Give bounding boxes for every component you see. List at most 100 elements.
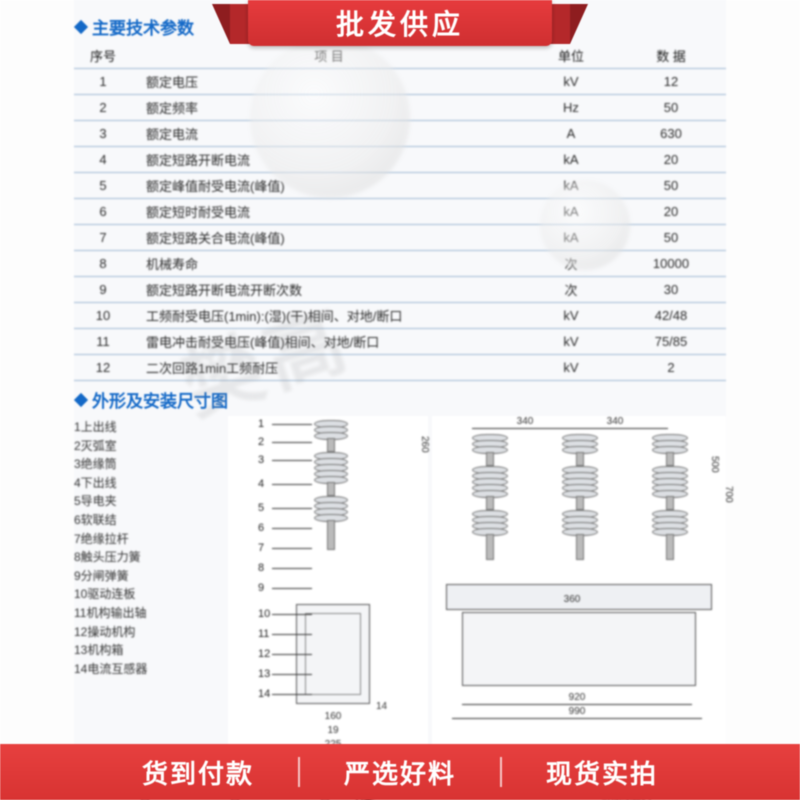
bottom-bar: 货到付款 严选好料 现货实拍: [0, 744, 800, 800]
spec-cell-idx: 7: [74, 225, 132, 251]
insulator-stack: [314, 420, 348, 550]
dim-label: 700: [723, 486, 734, 503]
bottom-text-right: 现货实拍: [546, 754, 658, 791]
leader-line: [272, 588, 312, 589]
section-title-diagram: 外形及安装尺寸图: [76, 387, 726, 412]
dim-line: [452, 718, 702, 719]
spec-cell-value: 10000: [616, 251, 726, 277]
table-row: 10工频耐受电压(1min):(湿)(干)相间、对地/断口kV42/48: [74, 303, 726, 329]
spec-cell-idx: 4: [74, 147, 132, 173]
spec-cell-idx: 9: [74, 277, 132, 303]
spec-cell-idx: 5: [74, 173, 132, 199]
spec-cell-value: 50: [616, 173, 726, 199]
spec-cell-unit: A: [526, 121, 616, 147]
spec-cell-idx: 6: [74, 199, 132, 225]
insulator-pole: [652, 434, 688, 560]
spec-cell-idx: 11: [74, 329, 132, 355]
callout-number: 11: [258, 628, 269, 640]
insulator-pole: [472, 434, 508, 560]
bullet-icon: [74, 392, 88, 406]
parts-list-item: 1上出线: [74, 418, 224, 437]
parts-list-item: 4下出线: [74, 474, 224, 493]
base-cabinet: [462, 612, 696, 686]
leader-line: [272, 508, 312, 509]
leader-line: [272, 634, 312, 635]
leader-line: [272, 674, 312, 675]
dim-line: [462, 704, 692, 705]
leader-line: [272, 568, 312, 569]
diagram-side-view: 1234567891011121314 260 160 19 225 373 1…: [228, 416, 428, 766]
spec-cell-unit: Hz: [526, 95, 616, 121]
table-row: 12二次回路1min工频耐压kV2: [74, 355, 726, 381]
section-title-diagram-text: 外形及安装尺寸图: [92, 387, 228, 412]
spec-th: 序号: [74, 43, 132, 69]
spec-cell-name: 额定短路关合电流(峰值): [132, 225, 526, 251]
spec-th: 数 据: [616, 43, 726, 69]
table-row: 5额定峰值耐受电流(峰值)kA50: [74, 173, 726, 199]
bottom-text-mid: 严选好料: [344, 754, 456, 791]
dim-label: 990: [462, 706, 692, 717]
leader-line: [272, 548, 312, 549]
bottom-text-left: 货到付款: [142, 754, 254, 791]
spec-cell-unit: 次: [526, 277, 616, 303]
spec-cell-unit: kA: [526, 147, 616, 173]
table-row: 11雷电冲击耐受电压(峰值)相间、对地/断口kV75/85: [74, 329, 726, 355]
spec-cell-name: 额定短路开断电流开断次数: [132, 277, 526, 303]
spec-cell-value: 630: [616, 121, 726, 147]
callout-number: 13: [258, 668, 270, 680]
spec-cell-unit: kV: [526, 329, 616, 355]
parts-list-item: 3绝缘筒: [74, 455, 224, 474]
dim-label: 500: [709, 456, 720, 473]
parts-list-item: 2灭弧室: [74, 437, 224, 456]
section-title-specs-text: 主要技术参数: [92, 14, 194, 39]
spec-cell-name: 工频耐受电压(1min):(湿)(干)相间、对地/断口: [132, 303, 526, 329]
spec-cell-value: 20: [616, 147, 726, 173]
parts-list-item: 9分闸弹簧: [74, 567, 224, 586]
diagram-front-view: 340 340 500 700 360 920 990: [432, 416, 726, 766]
parts-list-item: 7绝缘拉杆: [74, 530, 224, 549]
leader-line: [272, 484, 312, 485]
table-row: 8机械寿命次10000: [74, 251, 726, 277]
callout-number: 3: [258, 454, 264, 466]
spec-cell-value: 42/48: [616, 303, 726, 329]
bullet-icon: [74, 19, 88, 33]
spec-cell-unit: kV: [526, 303, 616, 329]
callout-number: 6: [258, 522, 264, 534]
spec-cell-value: 20: [616, 199, 726, 225]
leader-line: [272, 614, 312, 615]
spec-cell-idx: 2: [74, 95, 132, 121]
spec-cell-value: 30: [616, 277, 726, 303]
leader-line: [272, 694, 312, 695]
spec-cell-name: 二次回路1min工频耐压: [132, 355, 526, 381]
dim-line: [472, 428, 668, 429]
spec-cell-name: 雷电冲击耐受电压(峰值)相间、对地/断口: [132, 329, 526, 355]
callout-number: 4: [258, 478, 264, 490]
dim-label: 19: [298, 725, 368, 736]
overlay-bubble: [250, 38, 410, 198]
spec-cell-name: 额定短时耐受电流: [132, 199, 526, 225]
leader-line: [272, 528, 312, 529]
parts-list-item: 6软联结: [74, 511, 224, 530]
spec-cell-value: 50: [616, 95, 726, 121]
callout-number: 2: [258, 436, 264, 448]
spec-cell-idx: 12: [74, 355, 132, 381]
callout-number: 5: [258, 502, 264, 514]
leader-line: [272, 460, 312, 461]
top-banner: 批发供应: [230, 0, 570, 56]
callout-number: 8: [258, 562, 264, 574]
dim-label: 340: [480, 416, 570, 427]
separator-icon: [298, 757, 300, 787]
parts-list-item: 5导电夹: [74, 492, 224, 511]
parts-list-item: 8触头压力簧: [74, 548, 224, 567]
spec-cell-unit: kV: [526, 355, 616, 381]
spec-cell-idx: 10: [74, 303, 132, 329]
top-banner-text: 批发供应: [336, 3, 464, 43]
callout-number: 1: [258, 418, 264, 430]
spec-cell-unit: kV: [526, 69, 616, 95]
dim-label: 340: [570, 416, 660, 427]
spec-cell-idx: 3: [74, 121, 132, 147]
dim-label: 14: [376, 701, 387, 712]
callout-number: 12: [258, 648, 270, 660]
overlay-bubble: [540, 180, 630, 270]
dim-label: 160: [298, 711, 368, 722]
